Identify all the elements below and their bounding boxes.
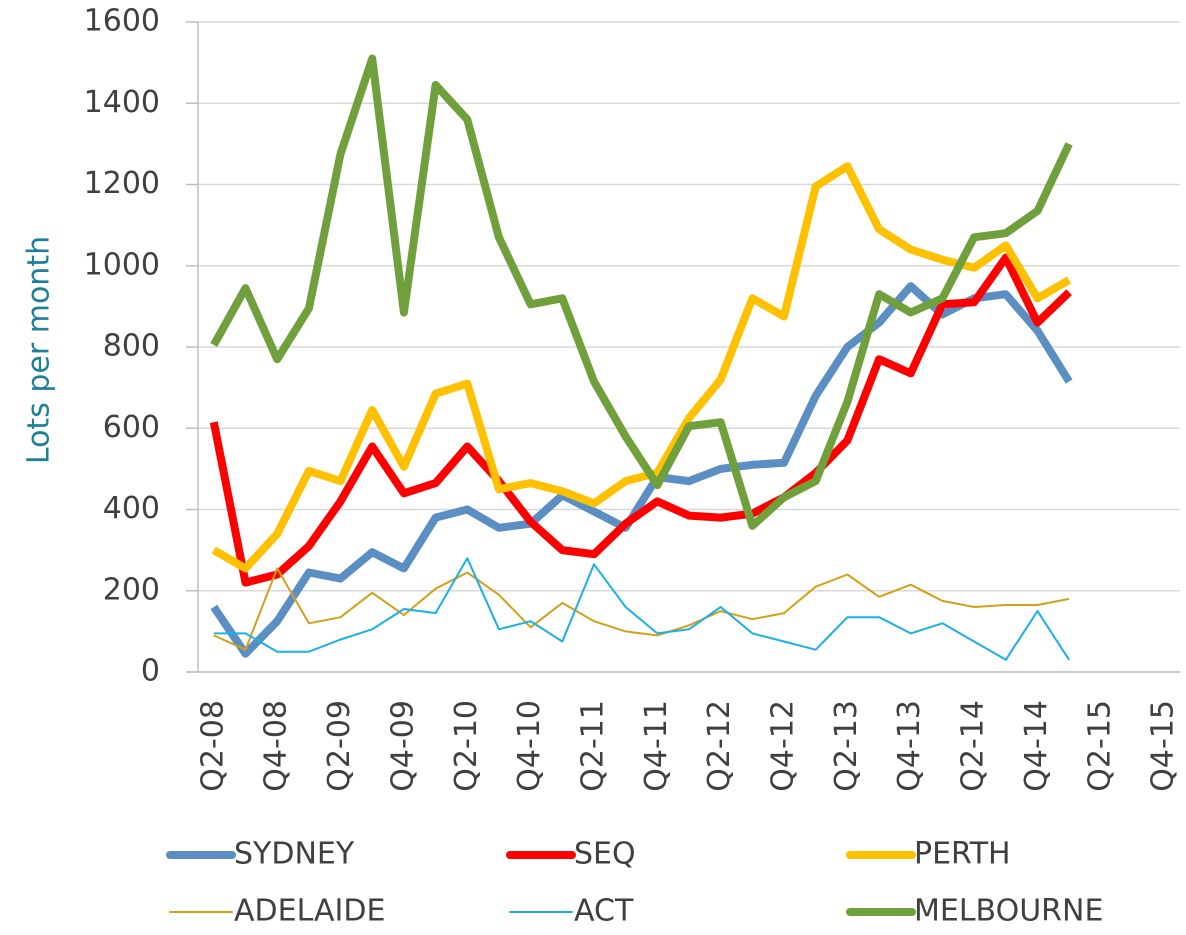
y-tick-label: 600 xyxy=(103,410,160,445)
legend-label: ADELAIDE xyxy=(234,894,385,929)
x-tick-label: Q4-11 xyxy=(639,700,674,792)
y-tick-label: 1400 xyxy=(84,85,160,120)
x-tick-label: Q2-08 xyxy=(195,700,230,792)
x-tick-label: Q4-13 xyxy=(892,700,927,792)
series-line xyxy=(213,557,1070,661)
legend-label: SEQ xyxy=(574,837,636,872)
x-tick-label: Q4-14 xyxy=(1019,700,1054,792)
y-tick-label: 1200 xyxy=(84,166,160,201)
x-tick-label: Q2-10 xyxy=(449,700,484,792)
series-line xyxy=(213,567,1070,651)
x-tick-label: Q2-14 xyxy=(956,700,991,792)
x-tick-label: Q2-12 xyxy=(702,700,737,792)
legend-label: ACT xyxy=(574,894,634,929)
y-tick-label: 0 xyxy=(141,654,160,689)
x-tick-label: Q2-09 xyxy=(322,700,357,792)
y-tick-label: 1600 xyxy=(84,4,160,39)
y-tick-label: 800 xyxy=(103,329,160,364)
x-tick-label: Q4-10 xyxy=(512,700,547,792)
series-line xyxy=(209,253,1072,587)
y-tick-label: 1000 xyxy=(84,247,160,282)
x-tick-label: Q2-11 xyxy=(575,700,610,792)
legend-label: MELBOURNE xyxy=(914,894,1103,929)
legend-label: SYDNEY xyxy=(234,837,355,872)
y-tick-label: 400 xyxy=(103,491,160,526)
x-tick-label: Q2-13 xyxy=(829,700,864,792)
x-tick-label: Q4-15 xyxy=(1146,700,1181,792)
y-tick-label: 200 xyxy=(103,572,160,607)
legend-label: PERTH xyxy=(914,837,1011,872)
x-tick-label: Q2-15 xyxy=(1082,700,1117,792)
x-tick-label: Q4-12 xyxy=(766,700,801,792)
series-line xyxy=(210,54,1073,530)
y-axis-label: Lots per month xyxy=(22,236,57,464)
x-tick-label: Q4-08 xyxy=(259,700,294,792)
series-line xyxy=(210,282,1073,658)
series-line xyxy=(211,162,1072,573)
x-tick-label: Q4-09 xyxy=(385,700,420,792)
